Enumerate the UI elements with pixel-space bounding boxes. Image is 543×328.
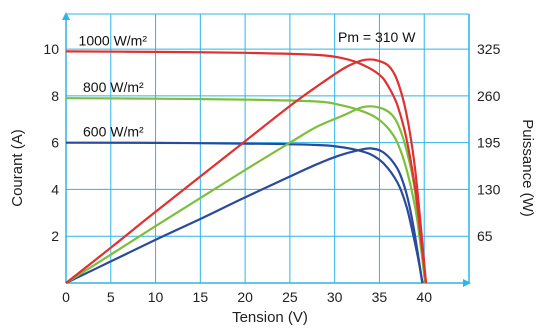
y-right-tick-label: 130 [477,181,501,197]
power-curve [65,105,427,284]
series-label: 600 W/m² [83,124,144,140]
y-right-tick-label: 65 [477,228,493,244]
x-tick-label: 40 [416,289,432,305]
series-label: 800 W/m² [83,79,144,95]
x-axis-title: Tension (V) [232,309,308,326]
x-tick-label: 10 [148,289,164,305]
y-axis-arrow [62,12,70,20]
y-left-tick-label: 8 [51,88,59,104]
power-curve [65,58,428,284]
y-right-tick-label: 195 [477,135,501,151]
y-left-tick-label: 10 [43,41,59,57]
annotation-pm: Pm = 310 W [338,29,416,45]
y-left-tick-label: 2 [51,228,59,244]
y-axis-left-title: Courant (A) [9,129,26,207]
x-tick-label: 20 [237,289,253,305]
current-curve [65,50,428,284]
power-curve [65,147,424,284]
series-labels: 1000 W/m² 800 W/m² 600 W/m² [79,32,148,139]
tick-labels: 0 5 10 15 20 25 30 35 40 2 4 6 8 10 65 130 195 260 325 [43,41,500,305]
x-tick-label: 35 [372,289,388,305]
axes [62,12,471,287]
x-tick-label: 5 [107,289,115,305]
x-axis-arrow [463,279,471,287]
x-tick-label: 15 [193,289,209,305]
series-label: 1000 W/m² [79,32,148,48]
y-right-tick-label: 325 [477,41,501,57]
y-left-tick-label: 6 [51,135,59,151]
current-curve [65,141,424,284]
curves [65,50,428,284]
current-curve [65,97,427,284]
x-tick-label: 25 [282,289,298,305]
x-tick-label: 0 [62,289,70,305]
y-left-tick-label: 4 [51,181,59,197]
x-tick-label: 30 [327,289,343,305]
y-axis-right-title: Puissance (W) [519,119,536,217]
y-right-tick-label: 260 [477,88,501,104]
